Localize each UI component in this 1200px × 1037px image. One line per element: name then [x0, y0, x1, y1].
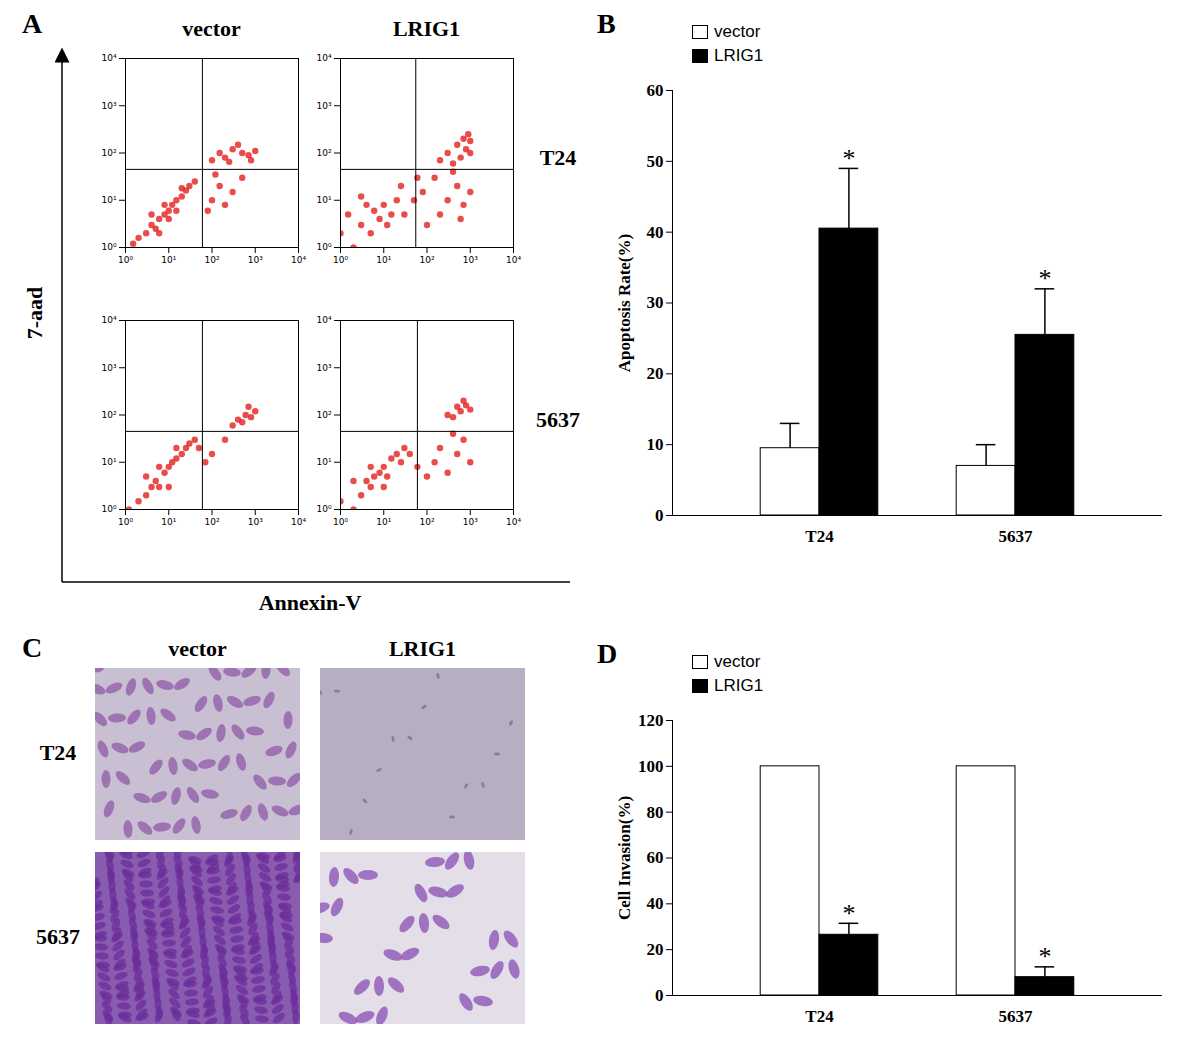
svg-text:10⁴: 10⁴ [291, 255, 306, 265]
svg-text:10²: 10² [316, 148, 331, 158]
svg-text:10³: 10³ [316, 101, 331, 111]
svg-text:10⁰: 10⁰ [316, 242, 331, 252]
svg-text:40: 40 [647, 894, 664, 913]
svg-text:10³: 10³ [463, 255, 478, 265]
svg-text:0: 0 [655, 986, 664, 1005]
svg-text:10¹: 10¹ [316, 195, 331, 205]
svg-text:100: 100 [638, 757, 664, 776]
svg-text:10³: 10³ [101, 363, 116, 373]
svg-text:10²: 10² [204, 255, 219, 265]
svg-text:20: 20 [647, 364, 664, 383]
html-text:D: D [597, 638, 618, 669]
svg-text:10¹: 10¹ [101, 195, 116, 205]
html-text:LRIG1: LRIG1 [392, 16, 461, 41]
svg-text:10³: 10³ [463, 517, 478, 527]
html-text:vector: vector [714, 22, 761, 41]
html-text:5637: 5637 [36, 924, 80, 949]
svg-text:Cell Invasion(%): Cell Invasion(%) [615, 796, 634, 920]
svg-text:10⁰: 10⁰ [118, 255, 133, 265]
html-text:Annexin-V: Annexin-V [258, 590, 362, 615]
svg-text:10¹: 10¹ [101, 457, 116, 467]
svg-text:10¹: 10¹ [376, 517, 391, 527]
svg-text:*: * [842, 144, 855, 173]
svg-text:10⁰: 10⁰ [101, 504, 116, 514]
html-text:C: C [22, 632, 43, 663]
svg-text:30: 30 [647, 293, 664, 312]
svg-text:10⁴: 10⁴ [506, 517, 521, 527]
svg-text:10⁰: 10⁰ [333, 517, 348, 527]
svg-text:10⁰: 10⁰ [333, 255, 348, 265]
html-text:B: B [597, 8, 616, 39]
svg-text:10⁴: 10⁴ [506, 255, 521, 265]
svg-text:Apoptosis Rate(%): Apoptosis Rate(%) [615, 234, 634, 372]
svg-text:10⁴: 10⁴ [291, 517, 306, 527]
svg-text:10²: 10² [419, 517, 434, 527]
svg-text:80: 80 [647, 803, 664, 822]
svg-text:10¹: 10¹ [316, 457, 331, 467]
html-text:7-aad: 7-aad [22, 286, 47, 340]
html-text:5637: 5637 [536, 407, 580, 432]
svg-text:10⁰: 10⁰ [101, 242, 116, 252]
svg-text:10³: 10³ [101, 101, 116, 111]
html-text:A: A [22, 8, 43, 39]
svg-text:5637: 5637 [999, 527, 1034, 546]
svg-text:T24: T24 [805, 527, 834, 546]
svg-text:5637: 5637 [999, 1007, 1034, 1026]
svg-text:40: 40 [647, 223, 664, 242]
svg-text:10²: 10² [204, 517, 219, 527]
svg-text:10²: 10² [419, 255, 434, 265]
svg-text:50: 50 [647, 152, 664, 171]
html-text:LRIG1: LRIG1 [714, 676, 764, 695]
svg-text:10³: 10³ [248, 255, 263, 265]
svg-text:*: * [1038, 942, 1051, 971]
html-text:vector: vector [182, 16, 241, 41]
svg-text:10¹: 10¹ [161, 517, 176, 527]
svg-text:10⁴: 10⁴ [316, 53, 331, 63]
svg-text:60: 60 [647, 848, 664, 867]
svg-text:*: * [1038, 264, 1051, 293]
svg-text:*: * [842, 899, 855, 928]
svg-text:10⁴: 10⁴ [101, 315, 116, 325]
html-text:LRIG1: LRIG1 [388, 636, 457, 661]
svg-text:10³: 10³ [248, 517, 263, 527]
html-text:vector: vector [714, 652, 761, 671]
svg-text:10²: 10² [101, 148, 116, 158]
html-text:vector: vector [168, 636, 227, 661]
svg-text:10¹: 10¹ [161, 255, 176, 265]
svg-text:60: 60 [647, 81, 664, 100]
svg-text:T24: T24 [805, 1007, 834, 1026]
svg-text:10⁴: 10⁴ [316, 315, 331, 325]
svg-text:120: 120 [638, 711, 664, 730]
svg-text:10: 10 [647, 435, 664, 454]
svg-text:0: 0 [655, 506, 664, 525]
svg-text:10¹: 10¹ [376, 255, 391, 265]
svg-text:10⁰: 10⁰ [316, 504, 331, 514]
svg-text:10²: 10² [101, 410, 116, 420]
html-text:T24: T24 [539, 145, 577, 170]
svg-text:10⁴: 10⁴ [101, 53, 116, 63]
html-text:T24: T24 [39, 740, 77, 765]
svg-text:10⁰: 10⁰ [118, 517, 133, 527]
html-text:LRIG1: LRIG1 [714, 46, 764, 65]
svg-text:20: 20 [647, 940, 664, 959]
svg-text:10³: 10³ [316, 363, 331, 373]
svg-text:10²: 10² [316, 410, 331, 420]
